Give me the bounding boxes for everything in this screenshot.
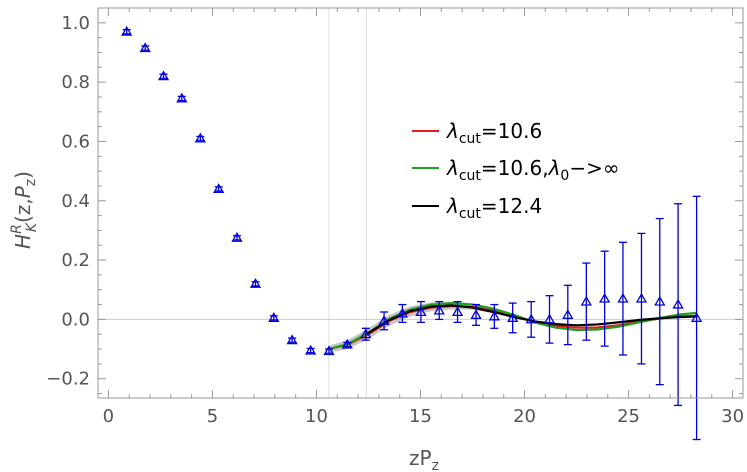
x-tick-label: 15 [409, 406, 432, 427]
x-tick-label: 20 [513, 406, 536, 427]
legend-entry-lambda-cut-10-6-lambda0-inf: λcut=10.6,λ0−>∞ [446, 156, 620, 184]
legend-entry-lambda-cut-12-4: λcut=12.4 [446, 194, 542, 222]
data-point [672, 203, 684, 407]
triangle-marker [121, 25, 133, 36]
triangle-marker [323, 345, 335, 356]
triangle-marker [396, 307, 409, 318]
data-point [562, 284, 574, 346]
x-axis-label: zPz [409, 446, 439, 472]
triangle-marker [194, 132, 206, 143]
data-point [139, 42, 151, 53]
triangle-marker [176, 92, 188, 103]
data-point [488, 303, 500, 329]
triangle-marker [305, 344, 317, 355]
data-point [305, 344, 317, 355]
data-point [617, 241, 629, 356]
triangle-marker [672, 298, 684, 309]
triangle-marker [249, 278, 262, 288]
data-point [690, 195, 703, 441]
data-point [525, 300, 537, 338]
data-point [470, 303, 482, 326]
x-tick-label: 30 [721, 406, 744, 427]
data-point [433, 300, 445, 321]
data-point [323, 345, 335, 356]
data-points [121, 25, 703, 441]
data-point [157, 70, 170, 81]
y-tick-label: 0.4 [61, 191, 90, 212]
x-tick-labels: 0 5 10 15 20 25 30 [103, 406, 744, 427]
data-point [451, 300, 464, 324]
x-tick-label: 5 [207, 406, 218, 427]
triangle-marker [690, 312, 703, 322]
data-point [580, 262, 592, 341]
triangle-marker [507, 312, 519, 322]
triangle-marker [139, 42, 151, 53]
data-point [213, 183, 225, 193]
y-tick-labels: −0.2 0.0 0.2 0.4 0.6 0.8 1.0 [46, 13, 90, 390]
triangle-marker [231, 232, 243, 242]
data-point [249, 278, 262, 288]
triangle-marker [617, 292, 629, 303]
y-tick-label: 0.0 [61, 309, 90, 330]
triangle-marker [525, 313, 537, 324]
triangle-marker [599, 292, 611, 303]
data-point [194, 132, 206, 143]
triangle-marker [543, 313, 556, 324]
data-point [378, 311, 390, 331]
data-point [599, 250, 611, 347]
data-point [635, 232, 648, 365]
legend-entry-lambda-cut-10-6: λcut=10.6 [446, 119, 542, 147]
triangle-marker [654, 295, 666, 306]
data-point [176, 92, 188, 103]
data-point [268, 312, 280, 322]
y-tick-label: 0.8 [61, 72, 90, 93]
y-tick-label: −0.2 [46, 369, 90, 390]
triangle-marker [286, 334, 298, 345]
triangle-marker [562, 309, 574, 319]
triangle-marker [360, 328, 372, 339]
y-tick-label: 0.6 [61, 131, 90, 152]
y-tick-label: 1.0 [61, 13, 90, 34]
data-point [396, 303, 409, 324]
triangle-marker [268, 312, 280, 322]
triangle-marker [451, 306, 464, 317]
plot-frame [97, 7, 744, 399]
y-axis-label: HRK(z,Pz) [9, 171, 40, 249]
triangle-marker [378, 315, 390, 325]
triangle-marker [580, 295, 592, 306]
data-point [286, 334, 298, 345]
data-point [415, 300, 427, 324]
triangle-marker [157, 70, 170, 81]
x-tick-label: 10 [305, 406, 328, 427]
data-point [654, 217, 666, 386]
data-point [341, 338, 353, 349]
legend: λcut=10.6 λcut=10.6,λ0−>∞ λcut=12.4 [412, 119, 620, 222]
triangle-marker [213, 183, 225, 193]
x-tick-label: 25 [617, 406, 640, 427]
data-point [121, 25, 133, 36]
data-point [360, 327, 372, 341]
triangle-marker [635, 292, 648, 303]
triangle-marker [470, 309, 482, 319]
data-point [507, 302, 519, 334]
data-point [543, 295, 556, 344]
data-point [231, 232, 243, 242]
triangle-marker [341, 338, 353, 349]
triangle-marker [433, 304, 445, 315]
triangle-marker [488, 310, 500, 321]
y-tick-label: 0.2 [61, 250, 90, 271]
x-tick-label: 0 [103, 406, 114, 427]
axes [97, 7, 744, 399]
triangle-marker [415, 306, 427, 317]
